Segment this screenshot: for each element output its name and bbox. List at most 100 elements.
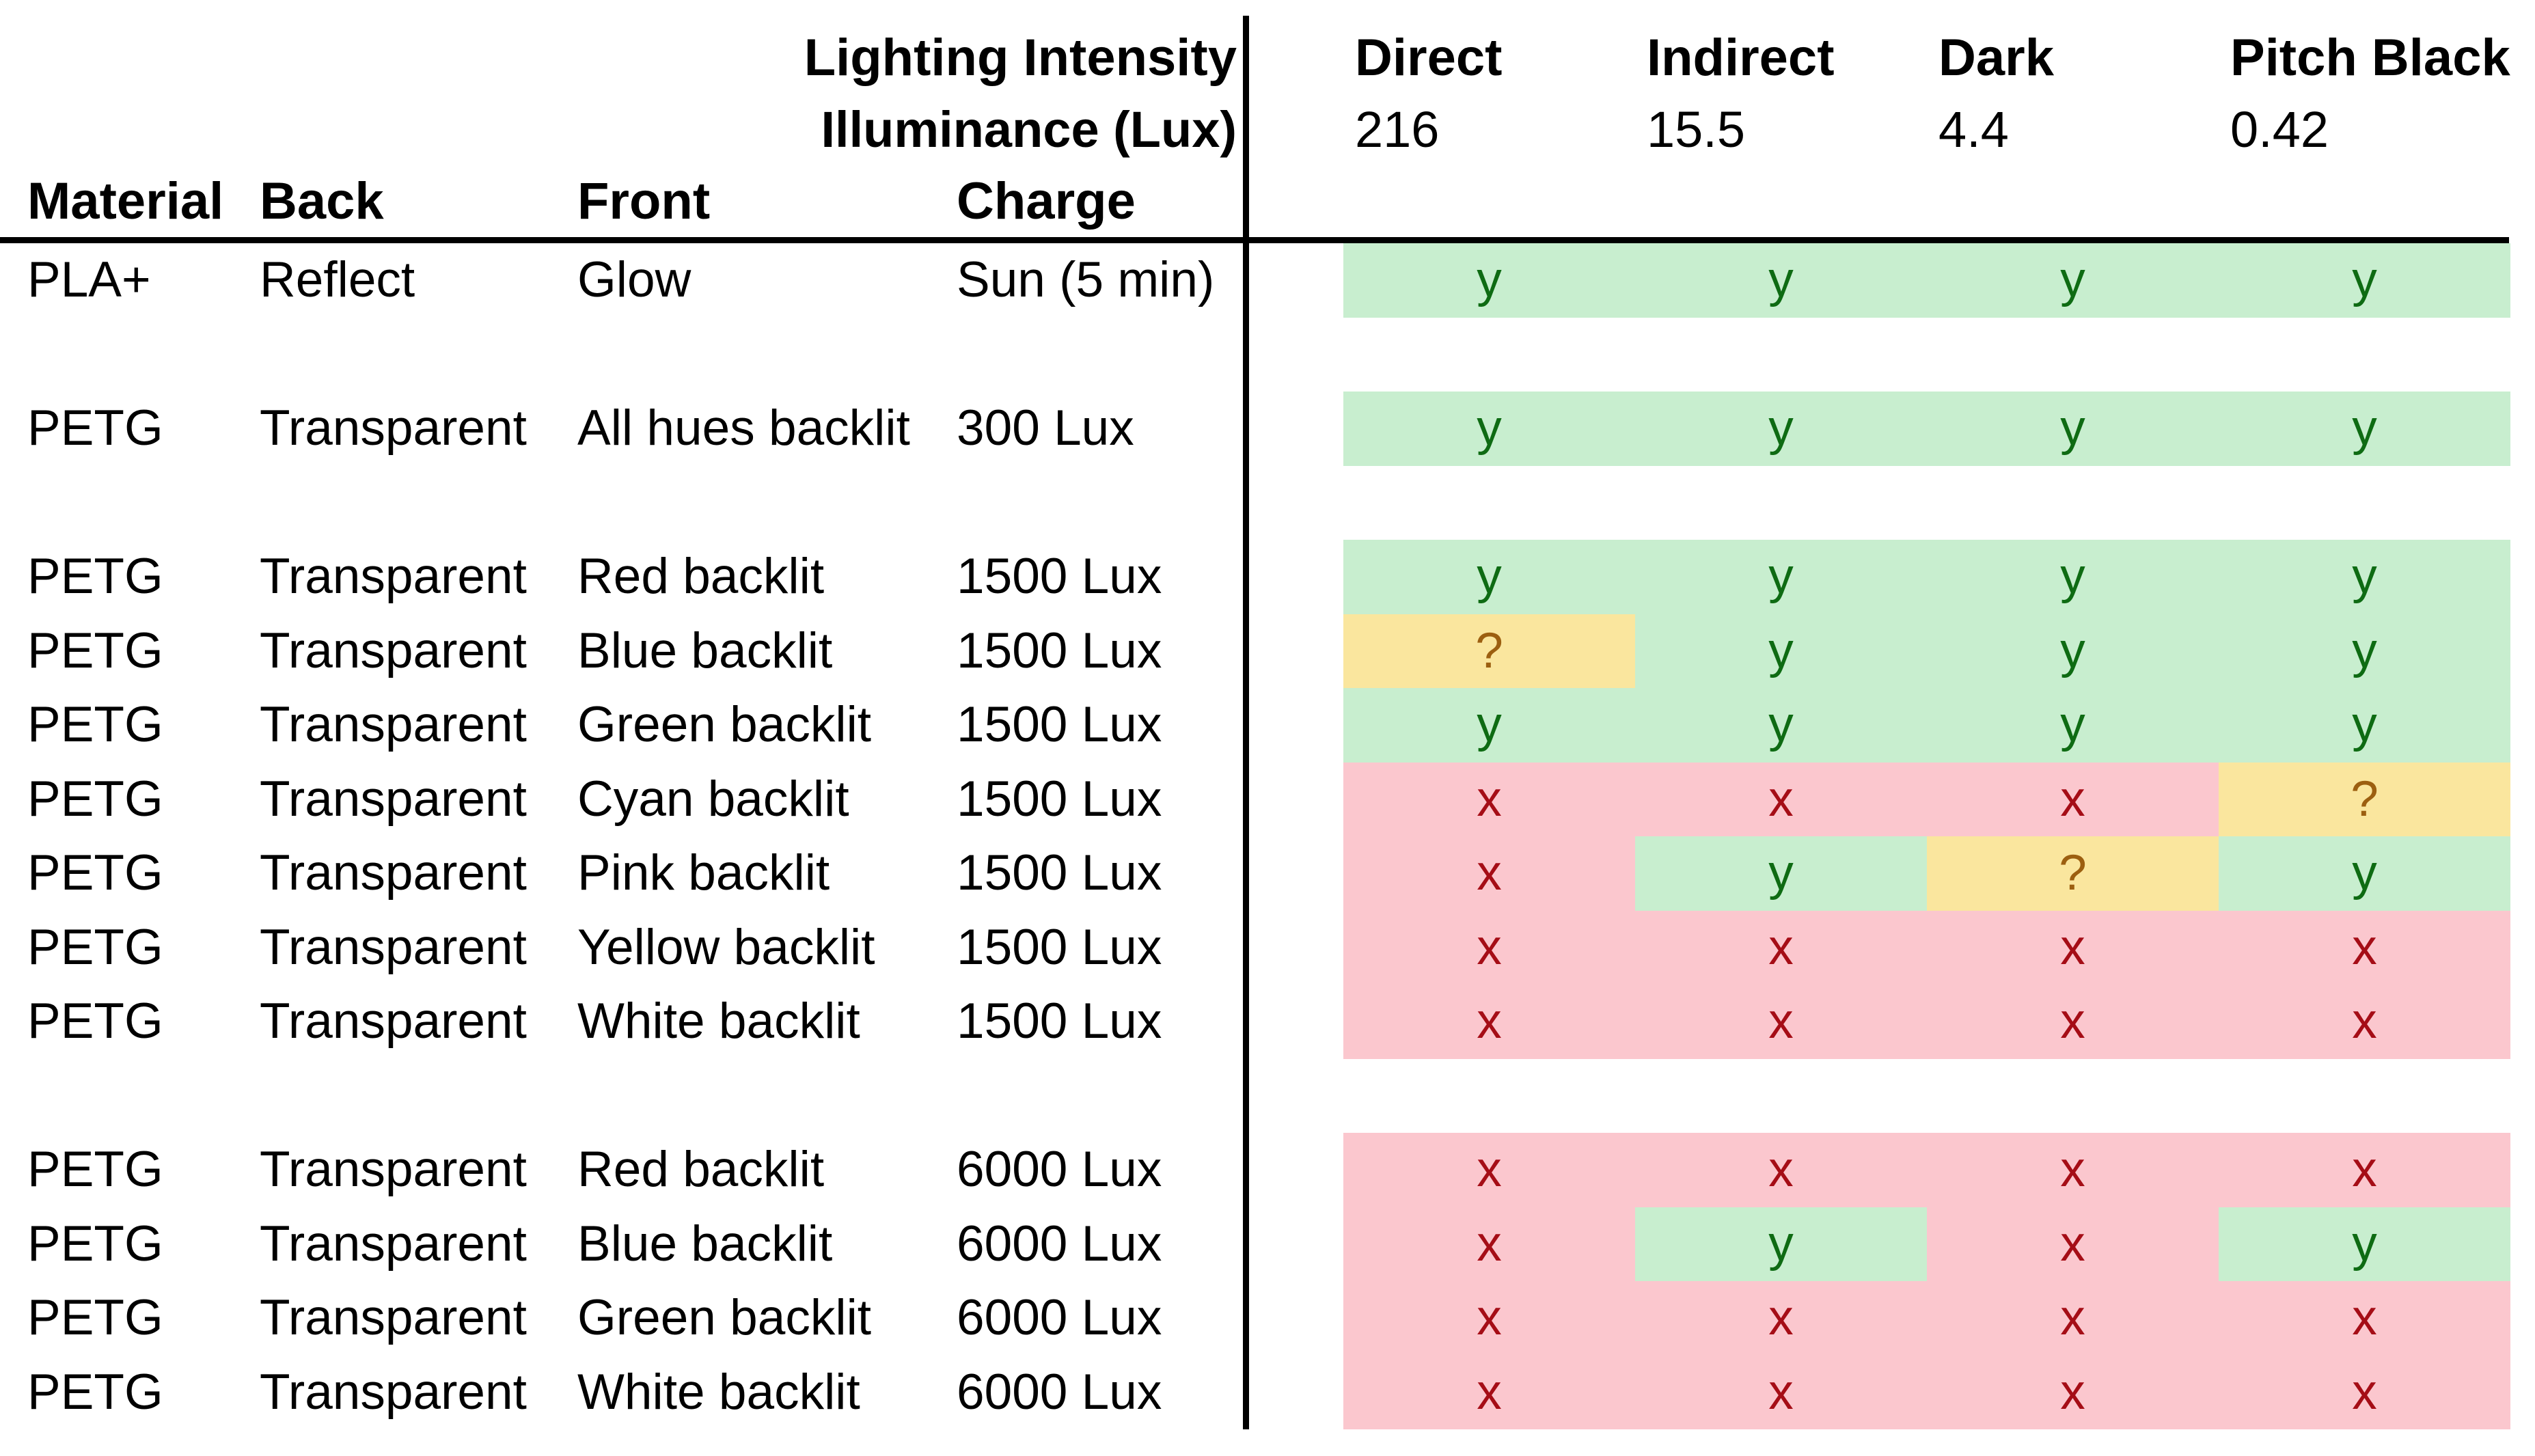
result-cell[interactable]: y: [1927, 614, 2219, 688]
result-cell[interactable]: x: [1635, 1355, 1927, 1429]
light-column-label[interactable]: Direct: [1355, 29, 1503, 87]
result-cell[interactable]: x: [1635, 1133, 1927, 1207]
result-cell[interactable]: y: [1927, 540, 2219, 614]
cell-material[interactable]: PLA+: [27, 252, 151, 307]
result-cell[interactable]: y: [1635, 540, 1927, 614]
cell-back[interactable]: Transparent: [260, 1364, 527, 1420]
light-column-label[interactable]: Indirect: [1647, 29, 1835, 87]
cell-back[interactable]: Transparent: [260, 1215, 527, 1272]
light-column-label[interactable]: Dark: [1938, 29, 2054, 87]
result-cell[interactable]: y: [1635, 836, 1927, 911]
cell-charge[interactable]: Sun (5 min): [957, 252, 1215, 307]
result-cell[interactable]: y: [1635, 1207, 1927, 1281]
result-cell[interactable]: y: [1635, 392, 1927, 466]
cell-front[interactable]: White backlit: [577, 993, 860, 1049]
cell-back[interactable]: Transparent: [260, 771, 527, 827]
result-cell[interactable]: y: [2219, 392, 2510, 466]
cell-front[interactable]: Blue backlit: [577, 1215, 833, 1272]
cell-front[interactable]: Red backlit: [577, 549, 825, 604]
cell-material[interactable]: PETG: [27, 697, 163, 752]
light-column-illuminance[interactable]: 4.4: [1938, 101, 2009, 158]
cell-charge[interactable]: 6000 Lux: [957, 1215, 1162, 1272]
result-cell[interactable]: y: [2219, 540, 2510, 614]
result-cell[interactable]: ?: [1927, 836, 2219, 911]
result-cell[interactable]: x: [1343, 1281, 1635, 1356]
light-column-illuminance[interactable]: 0.42: [2230, 101, 2329, 158]
cell-charge[interactable]: 300 Lux: [957, 400, 1134, 456]
cell-charge[interactable]: 1500 Lux: [957, 993, 1162, 1049]
result-cell[interactable]: y: [1635, 614, 1927, 688]
result-cell[interactable]: x: [1927, 910, 2219, 985]
result-cell[interactable]: x: [2219, 910, 2510, 985]
result-cell[interactable]: y: [2219, 836, 2510, 911]
cell-back[interactable]: Transparent: [260, 1142, 527, 1197]
header-back[interactable]: Back: [260, 172, 384, 230]
cell-front[interactable]: Green backlit: [577, 1290, 872, 1345]
result-cell[interactable]: x: [1927, 1207, 2219, 1281]
result-cell[interactable]: ?: [2219, 762, 2510, 836]
header-front[interactable]: Front: [577, 172, 711, 230]
result-cell[interactable]: y: [1927, 392, 2219, 466]
cell-back[interactable]: Transparent: [260, 549, 527, 604]
cell-material[interactable]: PETG: [27, 549, 163, 604]
cell-back[interactable]: Transparent: [260, 622, 527, 678]
cell-charge[interactable]: 6000 Lux: [957, 1290, 1162, 1345]
result-cell[interactable]: y: [2219, 243, 2510, 318]
cell-material[interactable]: PETG: [27, 771, 163, 827]
result-cell[interactable]: y: [1343, 540, 1635, 614]
result-cell[interactable]: x: [1635, 985, 1927, 1059]
cell-front[interactable]: Cyan backlit: [577, 771, 849, 827]
cell-back[interactable]: Transparent: [260, 993, 527, 1049]
cell-charge[interactable]: 6000 Lux: [957, 1142, 1162, 1197]
cell-back[interactable]: Transparent: [260, 697, 527, 752]
light-column-illuminance[interactable]: 216: [1355, 101, 1440, 158]
header-illuminance-lux[interactable]: Illuminance (Lux): [821, 101, 1237, 158]
result-cell[interactable]: x: [1343, 762, 1635, 836]
result-cell[interactable]: x: [2219, 1281, 2510, 1356]
cell-material[interactable]: PETG: [27, 622, 163, 678]
result-cell[interactable]: x: [1927, 985, 2219, 1059]
result-cell[interactable]: y: [2219, 614, 2510, 688]
result-cell[interactable]: x: [1927, 762, 2219, 836]
result-cell[interactable]: y: [1343, 243, 1635, 318]
cell-charge[interactable]: 1500 Lux: [957, 697, 1162, 752]
cell-charge[interactable]: 1500 Lux: [957, 845, 1162, 901]
cell-front[interactable]: White backlit: [577, 1364, 860, 1420]
cell-front[interactable]: All hues backlit: [577, 400, 910, 456]
result-cell[interactable]: x: [1343, 910, 1635, 985]
cell-front[interactable]: Blue backlit: [577, 622, 833, 678]
cell-back[interactable]: Transparent: [260, 919, 527, 975]
cell-charge[interactable]: 6000 Lux: [957, 1364, 1162, 1420]
result-cell[interactable]: y: [2219, 688, 2510, 763]
cell-back[interactable]: Transparent: [260, 1290, 527, 1345]
result-cell[interactable]: y: [1927, 688, 2219, 763]
cell-front[interactable]: Glow: [577, 252, 691, 307]
result-cell[interactable]: x: [1343, 1355, 1635, 1429]
result-cell[interactable]: x: [1343, 836, 1635, 911]
cell-front[interactable]: Pink backlit: [577, 845, 830, 901]
cell-charge[interactable]: 1500 Lux: [957, 549, 1162, 604]
result-cell[interactable]: x: [1343, 985, 1635, 1059]
result-cell[interactable]: x: [1635, 762, 1927, 836]
cell-material[interactable]: PETG: [27, 400, 163, 456]
cell-material[interactable]: PETG: [27, 845, 163, 901]
cell-front[interactable]: Green backlit: [577, 697, 872, 752]
cell-back[interactable]: Transparent: [260, 845, 527, 901]
cell-charge[interactable]: 1500 Lux: [957, 771, 1162, 827]
result-cell[interactable]: x: [2219, 1355, 2510, 1429]
cell-material[interactable]: PETG: [27, 1142, 163, 1197]
result-cell[interactable]: x: [1927, 1355, 2219, 1429]
result-cell[interactable]: x: [1927, 1133, 2219, 1207]
result-cell[interactable]: x: [1635, 910, 1927, 985]
cell-charge[interactable]: 1500 Lux: [957, 622, 1162, 678]
header-material[interactable]: Material: [27, 172, 224, 230]
header-charge[interactable]: Charge: [957, 172, 1136, 230]
result-cell[interactable]: ?: [1343, 614, 1635, 688]
cell-material[interactable]: PETG: [27, 993, 163, 1049]
result-cell[interactable]: x: [1343, 1207, 1635, 1281]
cell-material[interactable]: PETG: [27, 1364, 163, 1420]
result-cell[interactable]: y: [1635, 243, 1927, 318]
result-cell[interactable]: y: [1927, 243, 2219, 318]
cell-material[interactable]: PETG: [27, 919, 163, 975]
light-column-illuminance[interactable]: 15.5: [1647, 101, 1746, 158]
